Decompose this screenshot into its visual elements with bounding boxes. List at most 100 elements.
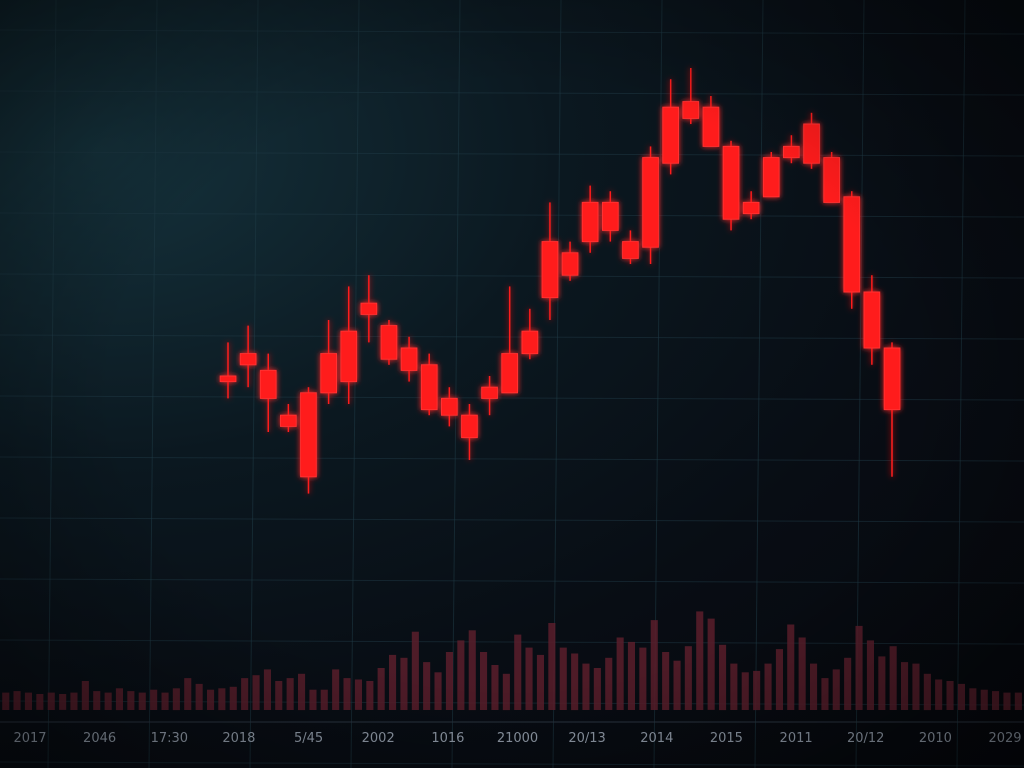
volume-bar: [810, 663, 818, 710]
candle-body: [622, 241, 639, 259]
volume-bar: [514, 634, 522, 710]
volume-bar: [24, 692, 32, 710]
candlestick: [742, 191, 760, 220]
volume-bar: [377, 668, 385, 710]
grid-line-horizontal: [0, 578, 1024, 584]
grid-line-horizontal: [0, 212, 1024, 218]
candle-body: [481, 386, 498, 399]
grid-line-horizontal: [0, 395, 1024, 401]
candlestick: [642, 146, 659, 264]
volume-bar: [343, 678, 351, 710]
x-tick-label: 2018: [222, 731, 255, 746]
candlestick: [280, 404, 297, 432]
grid-line-horizontal: [0, 90, 1024, 96]
candle-body: [400, 347, 418, 371]
candle-body: [441, 397, 458, 416]
volume-bar: [764, 663, 772, 710]
volume-bar: [320, 689, 328, 710]
grid-line-horizontal: [0, 151, 1024, 157]
volume-bar: [855, 625, 863, 710]
volume-bar: [832, 669, 840, 710]
volume-bar: [332, 669, 340, 710]
x-tick-label: 2029: [988, 731, 1021, 746]
candle-body: [219, 375, 237, 383]
volume-bar: [980, 689, 988, 710]
volume-bar: [946, 681, 954, 710]
volume-bar: [115, 688, 123, 711]
candlestick: [561, 241, 579, 281]
candlestick: [501, 286, 518, 394]
volume-bar: [389, 654, 397, 710]
volume-bar: [957, 683, 965, 710]
x-tick-label: 2011: [780, 731, 813, 746]
volume-bar: [753, 670, 761, 711]
volume-bar: [878, 656, 886, 710]
volume-bar: [502, 673, 510, 711]
candlestick: [360, 275, 378, 343]
grid-line-vertical: [451, 0, 461, 768]
candlestick: [541, 202, 559, 320]
candlestick: [340, 286, 358, 404]
volume-bar: [445, 652, 453, 710]
grid-line-horizontal: [0, 639, 1024, 645]
candlestick: [602, 191, 619, 242]
volume-bar: [59, 694, 67, 710]
candle-body: [863, 291, 881, 349]
grid-line-vertical: [754, 0, 764, 768]
volume-bars: [2, 611, 1022, 711]
grid-line-horizontal: [0, 517, 1024, 523]
volume-bar: [650, 620, 658, 710]
volume-bar: [627, 641, 635, 710]
x-tick-labels: 2017 2046 17:30 2018 5/45 2002 1016 21000 20/13 2…: [13, 731, 1021, 746]
volume-bar: [935, 679, 943, 710]
volume-bar: [457, 640, 465, 710]
candle-body: [642, 157, 659, 248]
grid-line-vertical: [956, 0, 966, 768]
volume-bar: [138, 692, 146, 710]
volume-bar: [548, 623, 556, 710]
candle-body: [883, 347, 901, 411]
candle-body: [702, 106, 720, 147]
volume-bar: [70, 692, 78, 710]
volume-bar: [468, 630, 476, 711]
candle-body: [581, 201, 599, 243]
volume-bar: [423, 662, 431, 710]
candlestick: [380, 320, 398, 365]
volume-bar: [207, 689, 215, 710]
candlestick: [320, 320, 337, 404]
volume-bar: [889, 646, 897, 710]
volume-bar: [662, 652, 670, 710]
grid-line-horizontal: [0, 273, 1024, 279]
x-tick-label: 17:30: [151, 731, 188, 746]
volume-bar: [354, 679, 362, 710]
candlestick: [219, 342, 237, 399]
candlestick: [722, 140, 740, 231]
volume-bar: [616, 637, 624, 710]
volume-bar: [184, 678, 192, 710]
volume-bar: [411, 631, 419, 710]
volume-bar: [730, 663, 738, 710]
volume-bar: [787, 624, 795, 710]
candlestick: [461, 404, 478, 460]
candlestick: [481, 376, 498, 416]
candle-body: [722, 145, 740, 220]
volume-bar: [93, 691, 101, 710]
candlestick: [420, 353, 438, 416]
candle-body: [259, 369, 277, 399]
volume-bar: [47, 692, 55, 710]
volume-bar: [229, 686, 237, 710]
candle-body: [320, 353, 337, 394]
volume-bar: [480, 652, 488, 710]
volume-bar: [821, 678, 829, 710]
x-tick-label: 2015: [710, 731, 743, 746]
volume-bar: [81, 681, 89, 710]
volume-bar: [241, 678, 249, 710]
volume-bar: [491, 665, 499, 710]
volume-bar: [195, 683, 203, 710]
candlestick: [400, 336, 418, 382]
candle-body: [561, 252, 579, 276]
candle-body: [461, 414, 478, 439]
grid-line-horizontal: [0, 700, 1024, 706]
volume-bar: [252, 675, 260, 710]
